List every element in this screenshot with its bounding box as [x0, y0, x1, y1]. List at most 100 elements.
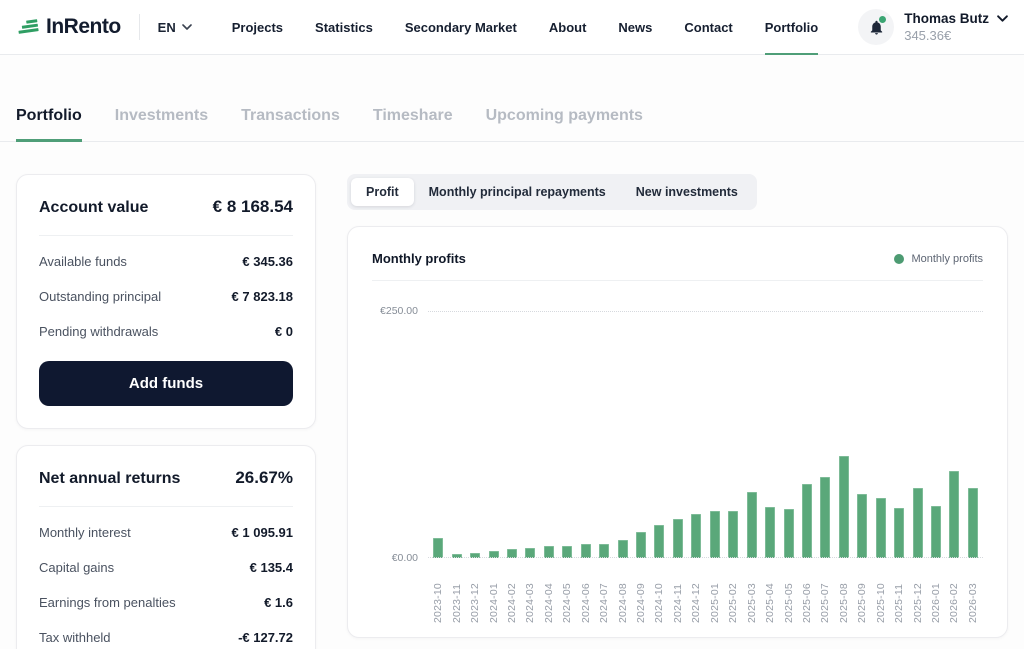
x-tick-label: 2024-02 — [505, 583, 518, 623]
bar-column — [429, 311, 447, 558]
notification-badge — [878, 15, 888, 24]
row-value: € 7 823.18 — [231, 289, 293, 304]
row-label: Capital gains — [39, 560, 115, 575]
chart-bar-2025-11 — [894, 507, 905, 558]
chart-bar-2025-09 — [857, 493, 868, 558]
bar-column — [650, 311, 668, 558]
bar-column — [447, 311, 465, 558]
chart-bar-2024-07 — [599, 544, 610, 558]
x-tick-label: 2023-10 — [432, 583, 445, 623]
returns-row-earnings-penalties: Earnings from penalties € 1.6 — [39, 585, 293, 620]
y-axis: €250.00 €0.00 — [372, 305, 428, 564]
tab-transactions[interactable]: Transactions — [241, 107, 340, 141]
account-value-amount: € 8 168.54 — [212, 197, 293, 216]
bar-column — [577, 311, 595, 558]
chart-bar-2025-06 — [801, 483, 812, 558]
bar-column — [964, 311, 982, 558]
bar-column — [687, 311, 705, 558]
x-tick-label: 2024-01 — [487, 583, 500, 623]
language-label: EN — [157, 19, 176, 35]
x-tick-label: 2025-07 — [819, 583, 832, 623]
x-tick-label: 2024-04 — [542, 583, 555, 623]
bar-column — [872, 311, 890, 558]
nav-item-contact[interactable]: Contact — [684, 19, 733, 35]
row-value: € 1.6 — [264, 595, 293, 610]
bar-chart: €250.00 €0.00 2023-10 2023-11 2023-12 2024-… — [372, 305, 983, 623]
chart-bar-2026-02 — [949, 471, 960, 558]
bar-column — [798, 311, 816, 558]
chart-bar-2024-06 — [580, 544, 591, 558]
returns-row-tax-withheld: Tax withheld -€ 127.72 — [39, 620, 293, 649]
row-label: Available funds — [39, 254, 127, 269]
nav-item-news[interactable]: News — [618, 19, 653, 35]
bar-column — [816, 311, 834, 558]
nav-item-secondary-market[interactable]: Secondary Market — [404, 19, 517, 35]
bar-column — [853, 311, 871, 558]
chart-bar-2025-02 — [728, 510, 739, 558]
user-balance: 345.36€ — [904, 28, 952, 43]
x-tick-label: 2024-03 — [524, 583, 537, 623]
bar-column — [724, 311, 742, 558]
tab-timeshare[interactable]: Timeshare — [373, 107, 453, 141]
bar-column — [945, 311, 963, 558]
x-tick-label: 2024-08 — [616, 583, 629, 623]
tab-portfolio[interactable]: Portfolio — [16, 107, 82, 142]
legend-item-monthly-profits[interactable]: Monthly profits — [894, 253, 983, 265]
x-tick-label: 2025-04 — [764, 583, 777, 623]
bar-column — [521, 311, 539, 558]
legend-dot-icon — [894, 253, 905, 264]
bar-column — [927, 311, 945, 558]
chart-bar-2024-03 — [525, 548, 536, 558]
row-value: -€ 127.72 — [238, 630, 293, 645]
chart-bar-2026-03 — [967, 487, 978, 558]
x-tick-label: 2026-02 — [948, 583, 961, 623]
top-nav-bar: InRento EN Projects Statistics Secondary… — [0, 0, 1024, 55]
x-tick-label: 2025-02 — [727, 583, 740, 623]
add-funds-button[interactable]: Add funds — [39, 361, 293, 406]
bar-column — [779, 311, 797, 558]
chart-bar-2025-01 — [709, 510, 720, 558]
chart-bar-2024-11 — [672, 519, 683, 558]
x-tick-label: 2024-05 — [561, 583, 574, 623]
x-tick-label: 2025-11 — [893, 583, 906, 623]
nav-item-statistics[interactable]: Statistics — [315, 19, 373, 35]
x-tick-label: 2025-03 — [745, 583, 758, 623]
tab-upcoming-payments[interactable]: Upcoming payments — [486, 107, 643, 141]
segment-profit[interactable]: Profit — [351, 178, 414, 206]
brand-logo[interactable]: InRento — [16, 15, 121, 39]
bar-column — [632, 311, 650, 558]
bar-column — [613, 311, 631, 558]
chart-type-toggle: Profit Monthly principal repayments New … — [347, 174, 757, 210]
account-value-title: Account value — [39, 199, 149, 216]
language-selector[interactable]: EN — [158, 20, 192, 35]
bar-column — [466, 311, 484, 558]
nav-item-portfolio[interactable]: Portfolio — [764, 0, 819, 55]
row-label: Pending withdrawals — [39, 324, 159, 339]
chevron-down-icon — [997, 15, 1008, 22]
chart-bar-2023-11 — [451, 554, 462, 558]
portfolio-content: Account value € 8 168.54 Available funds… — [0, 174, 1024, 649]
main-nav: Projects Statistics Secondary Market Abo… — [231, 0, 819, 55]
chart-bar-2023-12 — [470, 553, 481, 558]
segment-monthly-principal-repayments[interactable]: Monthly principal repayments — [414, 178, 621, 206]
row-label: Earnings from penalties — [39, 595, 176, 610]
x-tick-label: 2023-11 — [450, 583, 463, 623]
chart-bar-2023-10 — [433, 538, 444, 558]
user-menu[interactable]: Thomas Butz 345.36€ — [904, 11, 1008, 43]
x-tick-label: 2024-10 — [653, 583, 666, 623]
y-tick-0: €0.00 — [391, 552, 418, 564]
row-value: € 345.36 — [242, 254, 293, 269]
nav-item-projects[interactable]: Projects — [231, 19, 284, 35]
tab-investments[interactable]: Investments — [115, 107, 208, 141]
chart-bar-2025-03 — [746, 491, 757, 558]
chart-title: Monthly profits — [372, 251, 466, 266]
x-tick-label: 2026-03 — [966, 583, 979, 623]
account-value-card: Account value € 8 168.54 Available funds… — [16, 174, 316, 429]
bar-column — [558, 311, 576, 558]
nav-item-about[interactable]: About — [548, 19, 587, 35]
notifications-button[interactable] — [858, 9, 895, 45]
bar-column — [761, 311, 779, 558]
segment-new-investments[interactable]: New investments — [621, 178, 753, 206]
chart-bar-2025-12 — [912, 487, 923, 558]
x-tick-label: 2024-09 — [635, 583, 648, 623]
